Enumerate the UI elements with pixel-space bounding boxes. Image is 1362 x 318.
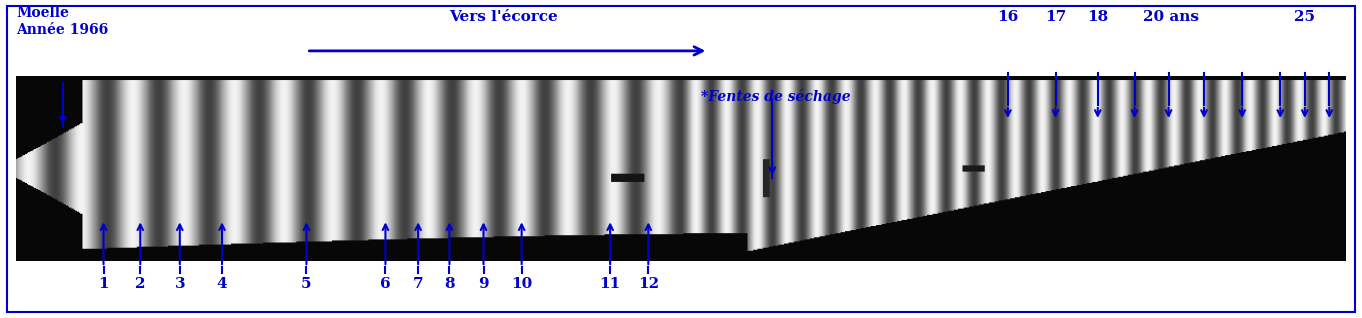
Text: 3: 3	[174, 277, 185, 291]
Text: 12: 12	[637, 277, 659, 291]
Text: 7: 7	[413, 277, 424, 291]
Text: 11: 11	[599, 277, 621, 291]
Text: Vers l'écorce: Vers l'écorce	[449, 10, 558, 24]
Text: 17: 17	[1045, 10, 1066, 24]
Text: 16: 16	[997, 10, 1019, 24]
Text: *Fentes de séchage: *Fentes de séchage	[701, 89, 851, 104]
Text: 1: 1	[98, 277, 109, 291]
Text: 2: 2	[135, 277, 146, 291]
Text: 9: 9	[478, 277, 489, 291]
Text: 8: 8	[444, 277, 455, 291]
Text: 20 ans: 20 ans	[1143, 10, 1200, 24]
Text: 25: 25	[1294, 10, 1316, 24]
Text: 10: 10	[511, 277, 533, 291]
Text: 18: 18	[1087, 10, 1109, 24]
Text: 6: 6	[380, 277, 391, 291]
Text: Moelle
Année 1966: Moelle Année 1966	[16, 6, 109, 37]
Text: 5: 5	[301, 277, 312, 291]
Text: 4: 4	[217, 277, 227, 291]
